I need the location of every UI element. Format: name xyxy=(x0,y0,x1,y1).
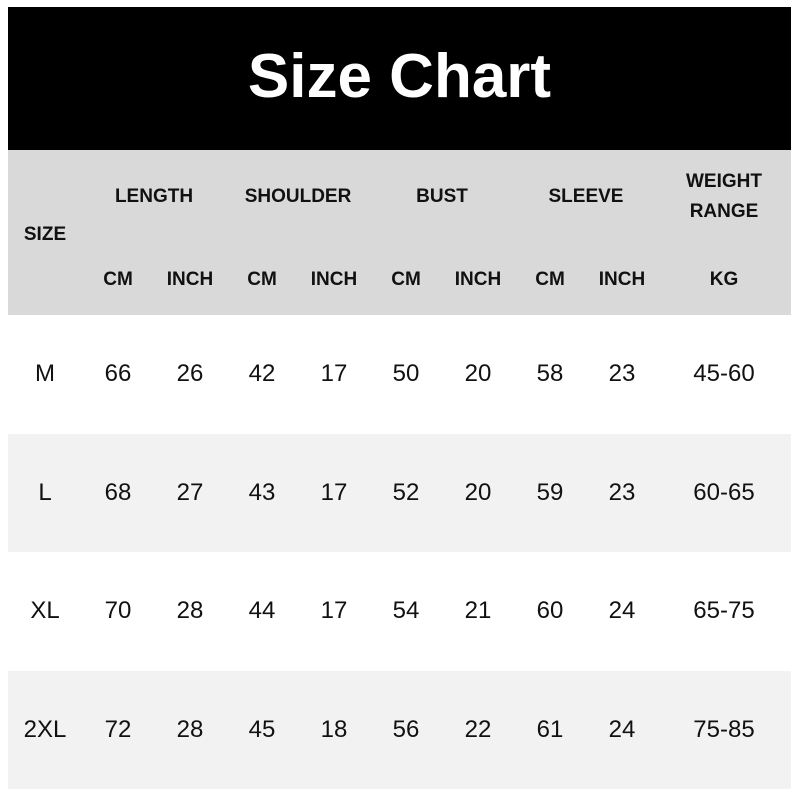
table-row: M 66 26 42 17 50 20 58 23 45-60 xyxy=(8,315,791,434)
table-cell: 20 xyxy=(464,360,492,388)
table-cell: 50 xyxy=(392,360,420,388)
table-cell: 42 xyxy=(248,360,276,388)
header-weight: WEIGHT xyxy=(686,171,762,192)
size-cell: L xyxy=(38,478,52,506)
header-sleeve: SLEEVE xyxy=(548,186,624,207)
table-cell: 59 xyxy=(536,478,564,506)
header-range: RANGE xyxy=(689,201,759,222)
table-cell: 60 xyxy=(536,597,564,625)
header-unit: INCH xyxy=(166,269,214,290)
header-unit: KG xyxy=(709,269,739,290)
table-row: XL 70 28 44 17 54 21 60 24 65-75 xyxy=(8,552,791,671)
table-cell: 20 xyxy=(464,478,492,506)
table-cell: 21 xyxy=(464,597,492,625)
table-cell: 58 xyxy=(536,360,564,388)
table-cell: 44 xyxy=(248,597,276,625)
table-cell: 61 xyxy=(536,715,564,743)
header-shoulder: SHOULDER xyxy=(244,186,352,207)
table-cell: 28 xyxy=(176,597,204,625)
table-cell: 45 xyxy=(248,715,276,743)
header-unit: CM xyxy=(391,269,421,290)
header-unit: CM xyxy=(535,269,565,290)
size-cell: 2XL xyxy=(23,715,67,743)
table-cell: 70 xyxy=(104,597,132,625)
table-cell: 27 xyxy=(176,478,204,506)
size-chart: Size Chart SIZE LENGTH SHOULDER BUST SLE… xyxy=(8,7,791,789)
table-cell: 24 xyxy=(608,715,636,743)
table-cell: 45-60 xyxy=(693,360,755,388)
size-cell: XL xyxy=(30,597,60,625)
table-cell: 23 xyxy=(608,478,636,506)
table-cell: 17 xyxy=(320,478,348,506)
header-length: LENGTH xyxy=(114,186,194,207)
table-cell: 75-85 xyxy=(693,715,755,743)
table-cell: 18 xyxy=(320,715,348,743)
header-bust: BUST xyxy=(416,186,468,207)
table-cell: 52 xyxy=(392,478,420,506)
table-cell: 54 xyxy=(392,597,420,625)
table-cell: 66 xyxy=(104,360,132,388)
header-unit: CM xyxy=(247,269,277,290)
table-cell: 60-65 xyxy=(693,478,755,506)
table-cell: 22 xyxy=(464,715,492,743)
table-cell: 23 xyxy=(608,360,636,388)
header-size: SIZE xyxy=(23,224,67,245)
table-row: 2XL 72 28 45 18 56 22 61 24 75-85 xyxy=(8,670,791,789)
header-unit: INCH xyxy=(310,269,358,290)
table-cell: 17 xyxy=(320,360,348,388)
table-cell: 65-75 xyxy=(693,597,755,625)
header-unit: INCH xyxy=(454,269,502,290)
header-unit: CM xyxy=(103,269,133,290)
size-cell: M xyxy=(35,360,55,388)
table-cell: 24 xyxy=(608,597,636,625)
table-cell: 72 xyxy=(104,715,132,743)
table-cell: 43 xyxy=(248,478,276,506)
table-cell: 68 xyxy=(104,478,132,506)
header-unit: INCH xyxy=(598,269,646,290)
table-cell: 17 xyxy=(320,597,348,625)
table-cell: 56 xyxy=(392,715,420,743)
table-row: L 68 27 43 17 52 20 59 23 60-65 xyxy=(8,433,791,552)
table-cell: 26 xyxy=(176,360,204,388)
table-cell: 28 xyxy=(176,715,204,743)
table-header: SIZE LENGTH SHOULDER BUST SLEEVE WEIGHT … xyxy=(8,150,791,315)
page-title: Size Chart xyxy=(8,7,791,150)
